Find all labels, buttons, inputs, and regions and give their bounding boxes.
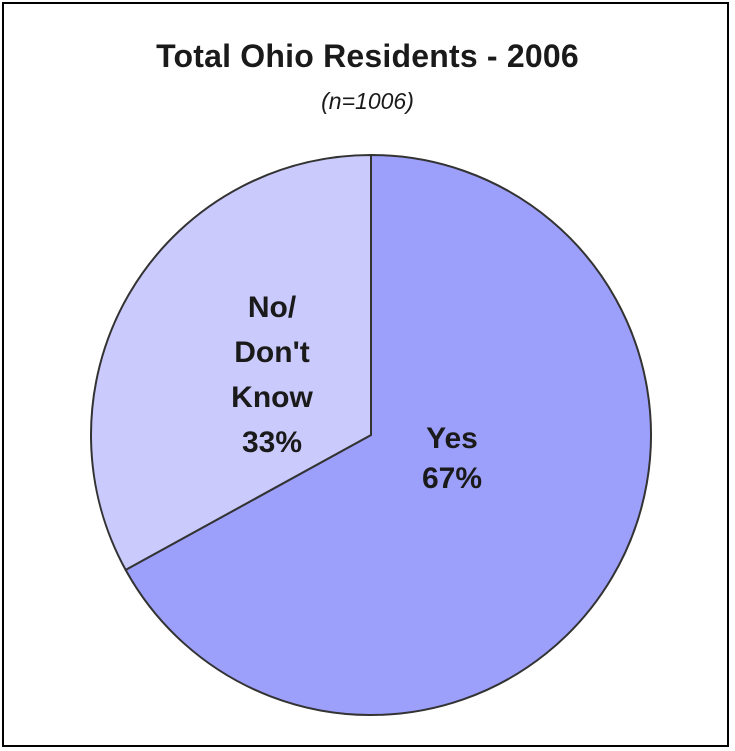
slice-label-line: Yes	[426, 422, 478, 455]
pie-slice-yes	[124, 154, 652, 716]
slice-label-yes: Yes 67%	[422, 422, 482, 495]
chart-title: Total Ohio Residents - 2006	[156, 38, 579, 74]
pie-slice-no-dont-know	[90, 154, 372, 571]
slice-label-line: No/	[248, 291, 297, 324]
chart-subtitle: (n=1006)	[321, 88, 414, 114]
slice-label-line: 67%	[422, 462, 482, 495]
slice-label-line: Know	[231, 381, 313, 414]
slice-label-no-dont-know: No/Don't Know 33%	[231, 291, 313, 459]
slice-label-line: Don't	[234, 336, 309, 369]
slice-label-line: 33%	[242, 426, 302, 459]
